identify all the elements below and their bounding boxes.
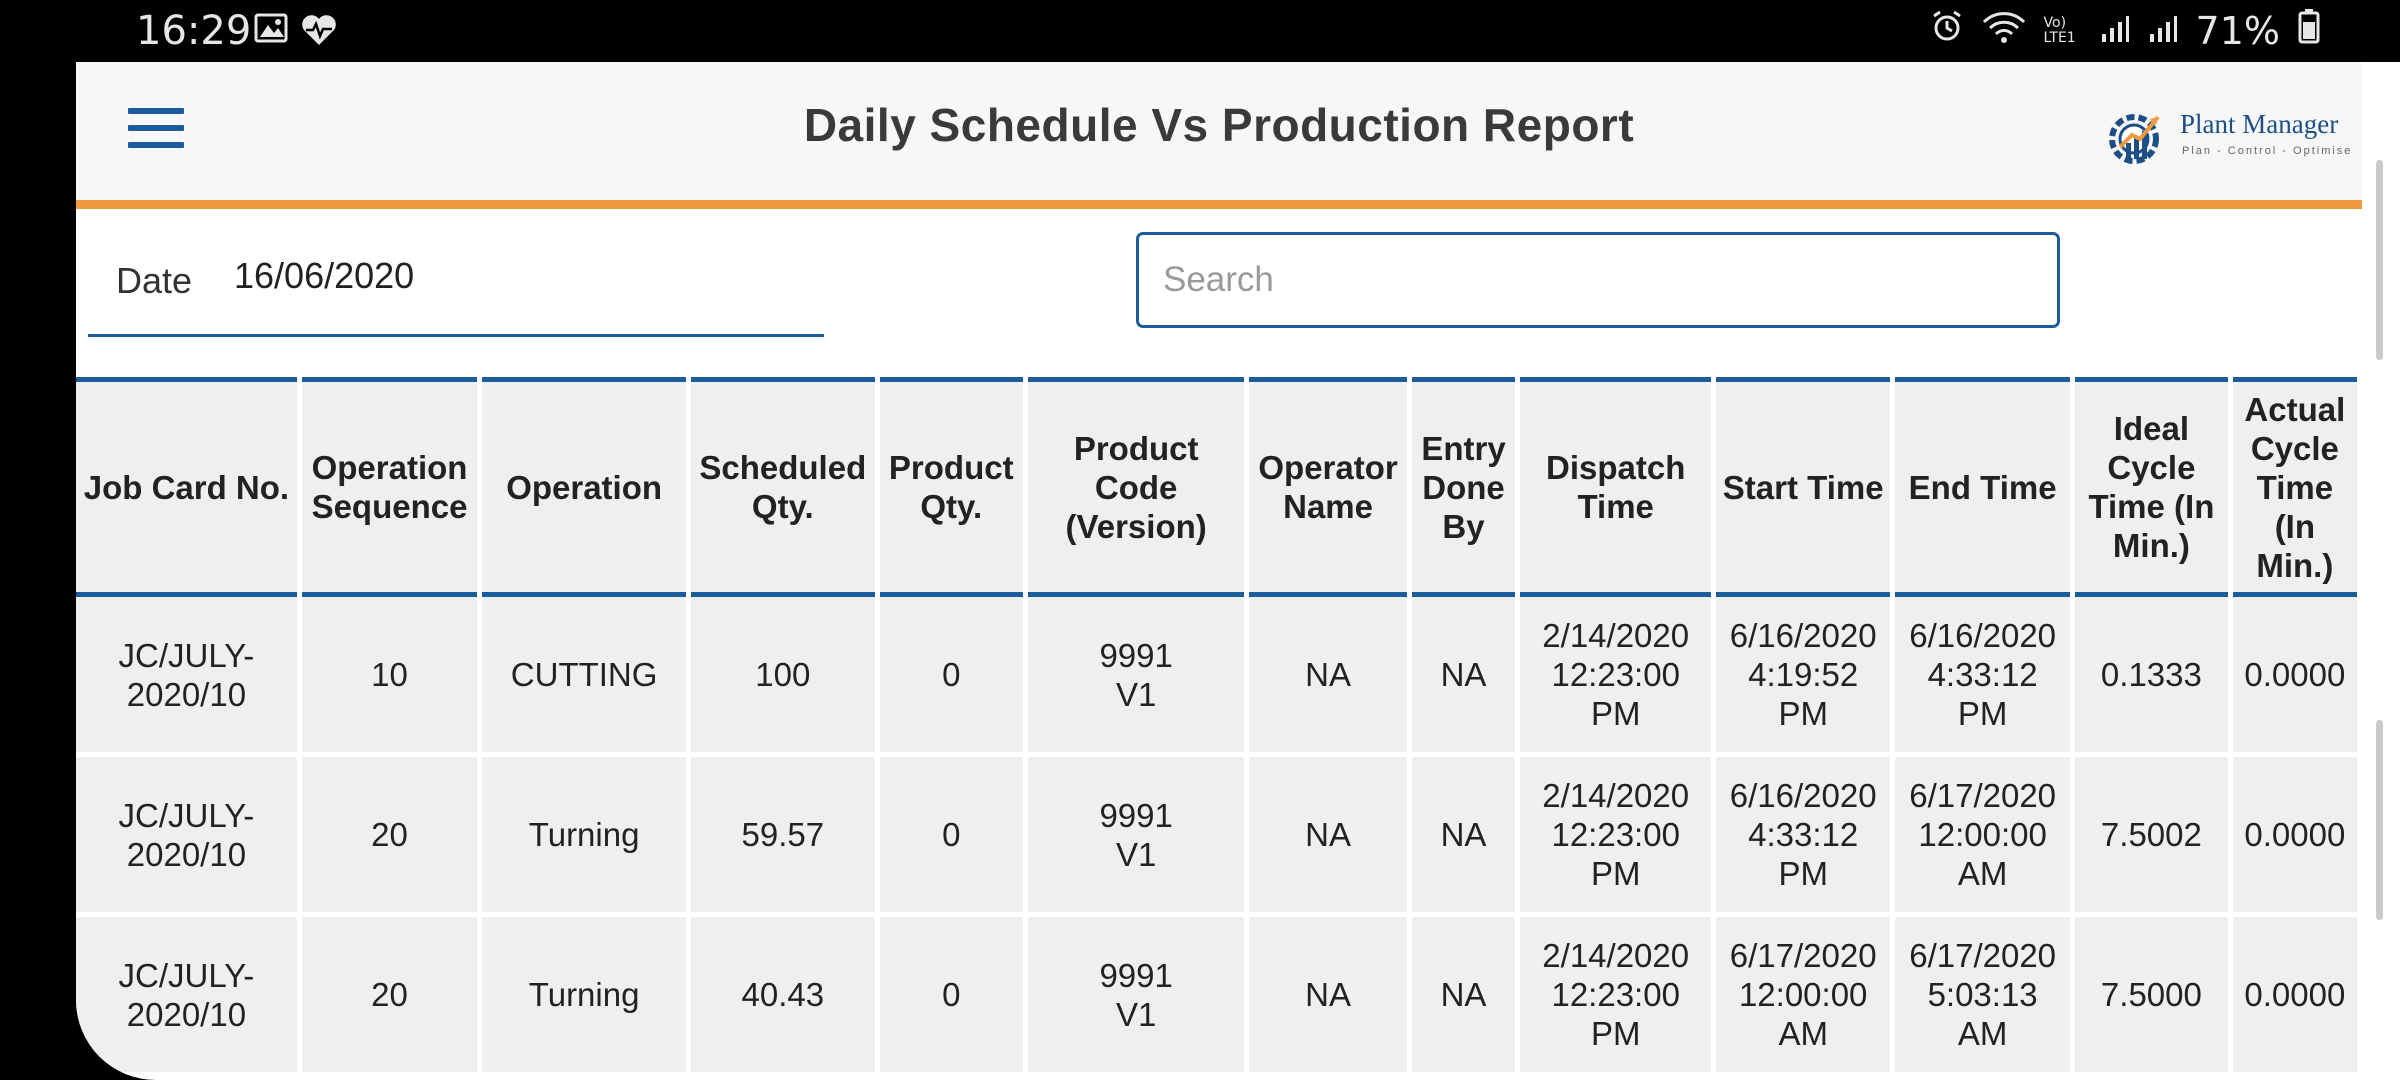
table-cell: 6/17/2020 12:00:00 AM: [1895, 757, 2071, 917]
table-cell: 9991 V1: [1027, 757, 1245, 917]
table-row[interactable]: JC/JULY- 2020/10 20 Turning 59.57 0 9991…: [76, 757, 2357, 917]
column-header[interactable]: End Time: [1895, 377, 2071, 597]
network-label: Vo) LTE1: [2043, 14, 2076, 46]
column-header[interactable]: Entry Done By: [1411, 377, 1516, 597]
battery-icon: [2298, 8, 2320, 53]
column-header[interactable]: Dispatch Time: [1520, 377, 1712, 597]
wifi-icon: [1982, 9, 2026, 53]
table-cell: 6/16/2020 4:33:12 PM: [1716, 757, 1891, 917]
plant-manager-logo: Plant Manager Plan - Control - Optimise: [2102, 107, 2362, 177]
table-cell: NA: [1411, 917, 1516, 1077]
table-cell: 0: [879, 757, 1023, 917]
table-cell: JC/JULY- 2020/10: [76, 757, 297, 917]
logo-tagline: Plan - Control - Optimise: [2182, 145, 2353, 157]
table-row[interactable]: JC/JULY- 2020/10 20 Turning 40.43 0 9991…: [76, 917, 2357, 1077]
logo-name: Plant Manager: [2180, 109, 2339, 139]
column-header[interactable]: Product Qty.: [879, 377, 1023, 597]
table-cell: 20: [301, 757, 478, 917]
table-cell: 2/14/2020 12:23:00 PM: [1520, 757, 1712, 917]
table-cell: 0.0000: [2232, 757, 2357, 917]
table-cell: NA: [1249, 757, 1407, 917]
column-header[interactable]: Product Code (Version): [1027, 377, 1245, 597]
status-bar: 16:29 Vo) LTE1 71%: [0, 0, 2400, 62]
table-cell: 20: [301, 917, 478, 1077]
table-cell: JC/JULY- 2020/10: [76, 917, 297, 1077]
table-cell: 10: [301, 597, 478, 757]
table-cell: Turning: [482, 917, 687, 1077]
table-cell: 0.0000: [2232, 597, 2357, 757]
column-header[interactable]: Operation Sequence: [301, 377, 478, 597]
table-cell: 0.1333: [2075, 597, 2228, 757]
table-cell: 40.43: [691, 917, 875, 1077]
table-cell: 6/17/2020 5:03:13 AM: [1895, 917, 2071, 1077]
alarm-icon: [1930, 9, 1964, 53]
image-icon: [254, 13, 288, 52]
signal-icon: [2100, 9, 2130, 53]
table-cell: NA: [1249, 597, 1407, 757]
scrollbar-thumb[interactable]: [2376, 160, 2383, 360]
report-table: Job Card No. Operation Sequence Operatio…: [76, 377, 2362, 1077]
table-cell: CUTTING: [482, 597, 687, 757]
table-cell: 59.57: [691, 757, 875, 917]
date-label: Date: [116, 260, 193, 301]
table-cell: Turning: [482, 757, 687, 917]
table-cell: 7.5002: [2075, 757, 2228, 917]
menu-icon-bar: [128, 142, 184, 148]
table-cell: 7.5000: [2075, 917, 2228, 1077]
page-title: Daily Schedule Vs Production Report: [803, 99, 1635, 151]
report-table-container[interactable]: Job Card No. Operation Sequence Operatio…: [76, 377, 2362, 1080]
battery-percent: 71%: [2195, 8, 2280, 53]
table-header-row: Job Card No. Operation Sequence Operatio…: [76, 377, 2357, 597]
table-cell: NA: [1411, 757, 1516, 917]
table-cell: NA: [1411, 597, 1516, 757]
table-cell: JC/JULY- 2020/10: [76, 597, 297, 757]
menu-icon-bar: [128, 125, 184, 131]
signal-icon: [2148, 9, 2178, 53]
table-cell: 0: [879, 597, 1023, 757]
table-cell: 100: [691, 597, 875, 757]
column-header[interactable]: Operator Name: [1249, 377, 1407, 597]
column-header[interactable]: Job Card No.: [76, 377, 297, 597]
app-header: Daily Schedule Vs Production Report Plan…: [76, 62, 2362, 209]
column-header[interactable]: Operation: [482, 377, 687, 597]
menu-icon: [128, 108, 184, 114]
search-box[interactable]: [1136, 232, 2060, 328]
heart-icon: [300, 13, 338, 52]
table-cell: 2/14/2020 12:23:00 PM: [1520, 597, 1712, 757]
table-cell: 6/16/2020 4:19:52 PM: [1716, 597, 1891, 757]
column-header[interactable]: Actual Cycle Time (In Min.): [2232, 377, 2357, 597]
table-cell: 9991 V1: [1027, 597, 1245, 757]
table-cell: 0.0000: [2232, 917, 2357, 1077]
date-field-underline: [88, 334, 824, 337]
status-time: 16:29: [136, 8, 252, 54]
date-field[interactable]: 16/06/2020: [234, 255, 415, 296]
column-header[interactable]: Ideal Cycle Time (In Min.): [2075, 377, 2228, 597]
table-cell: 6/16/2020 4:33:12 PM: [1895, 597, 2071, 757]
column-header[interactable]: Start Time: [1716, 377, 1891, 597]
column-header[interactable]: Scheduled Qty.: [691, 377, 875, 597]
table-cell: 6/17/2020 12:00:00 AM: [1716, 917, 1891, 1077]
search-input[interactable]: [1139, 235, 2057, 325]
table-cell: 2/14/2020 12:23:00 PM: [1520, 917, 1712, 1077]
scrollbar-thumb[interactable]: [2376, 720, 2383, 920]
gear-chart-icon: [2109, 114, 2160, 164]
app-window: Daily Schedule Vs Production Report Plan…: [76, 62, 2362, 1080]
table-cell: 9991 V1: [1027, 917, 1245, 1077]
table-cell: 0: [879, 917, 1023, 1077]
table-row[interactable]: JC/JULY- 2020/10 10 CUTTING 100 0 9991 V…: [76, 597, 2357, 757]
table-cell: NA: [1249, 917, 1407, 1077]
hamburger-menu-button[interactable]: [128, 108, 184, 152]
